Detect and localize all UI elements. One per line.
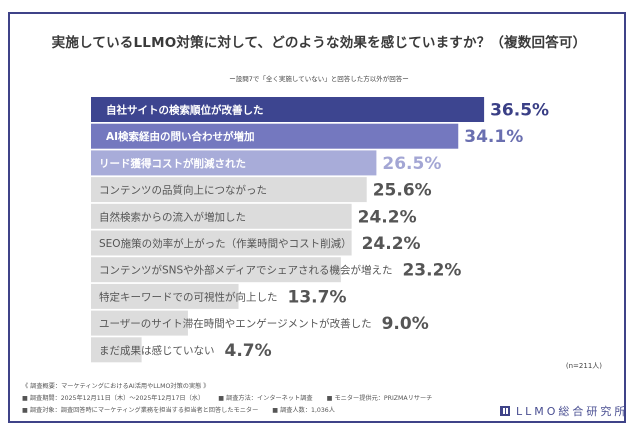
bar-8 bbox=[91, 283, 239, 309]
footer-count: ■ 調査人数：1,036人 bbox=[272, 407, 335, 414]
footer-provider: ■ モニター提供元：PRIZMAリサーチ bbox=[326, 395, 433, 402]
bar-10 bbox=[91, 337, 142, 363]
value-label-4: 25.6% bbox=[373, 181, 432, 201]
value-label-1: 36.5% bbox=[490, 101, 549, 121]
value-label-3: 26.5% bbox=[382, 154, 441, 174]
value-label-6: 24.2% bbox=[362, 234, 421, 254]
bar-2 bbox=[91, 123, 459, 149]
bar-label-10: まだ成果は感じていない bbox=[99, 344, 215, 357]
footer-row-1: ■ 調査期間：2025年12月11日（木）～2025年12月17日（水） ■ 調査… bbox=[22, 393, 432, 402]
footer-method: ■ 調査方法：インターネット調査 bbox=[218, 395, 313, 402]
bar-label-3: リード獲得コストが削減された bbox=[99, 157, 246, 170]
value-label-7: 23.2% bbox=[402, 261, 461, 281]
bar-label-5: 自然検索からの流入が増加した bbox=[99, 210, 246, 223]
bar-3 bbox=[91, 150, 377, 176]
value-label-5: 24.2% bbox=[358, 207, 417, 227]
bar-1 bbox=[91, 97, 485, 122]
value-label-8: 13.7% bbox=[288, 287, 347, 307]
footer-row-2: ■ 調査対象：調査回答時にマーケティング業務を担当する担当者と回答したモニター ■… bbox=[22, 405, 335, 414]
bar-7 bbox=[91, 257, 341, 283]
footer-overview: 《 調査概要：マーケティングにおけるAI活用やLLMO対策の実態 》 bbox=[22, 383, 210, 390]
llmo-logo-icon bbox=[500, 406, 510, 416]
logo-text: LLMO総合研究所 bbox=[516, 405, 629, 418]
bar-label-1: 自社サイトの検索順位が改善した bbox=[106, 104, 264, 117]
bar-label-2: AI検索経由の問い合わせが増加 bbox=[106, 130, 255, 143]
chart-subtitle: ー設問7で「全く実施していない」と回答した方以外が回答ー bbox=[229, 75, 409, 83]
bar-label-8: 特定キーワードでの可視性が向上した bbox=[99, 290, 278, 303]
footer-period: ■ 調査期間：2025年12月11日（木）～2025年12月17日（水） bbox=[22, 395, 205, 402]
value-label-9: 9.0% bbox=[382, 314, 429, 334]
bar-9 bbox=[91, 310, 188, 336]
brand-logo: LLMO総合研究所 bbox=[500, 403, 628, 419]
footer-target: ■ 調査対象：調査回答時にマーケティング業務を担当する担当者と回答したモニター bbox=[22, 407, 259, 414]
value-label-2: 34.1% bbox=[464, 127, 523, 147]
chart-title: 実施しているLLMO対策に対して、どのような効果を感じていますか？（複数回答可） bbox=[51, 35, 587, 51]
bar-4 bbox=[91, 177, 367, 203]
bar-5 bbox=[91, 203, 352, 229]
bar-label-4: コンテンツの品質向上につながった bbox=[99, 184, 267, 197]
bar-label-9: ユーザーのサイト滞在時間やエンゲージメントが改善した bbox=[99, 317, 372, 330]
value-label-10: 4.7% bbox=[225, 341, 272, 361]
bar-label-7: コンテンツがSNSや外部メディアでシェアされる機会が増えた bbox=[99, 264, 392, 277]
sample-size-note: (n=211人) bbox=[565, 362, 602, 370]
bar-6 bbox=[91, 230, 352, 256]
bar-label-6: SEO施策の効率が上がった（作業時間やコスト削減） bbox=[99, 237, 352, 250]
